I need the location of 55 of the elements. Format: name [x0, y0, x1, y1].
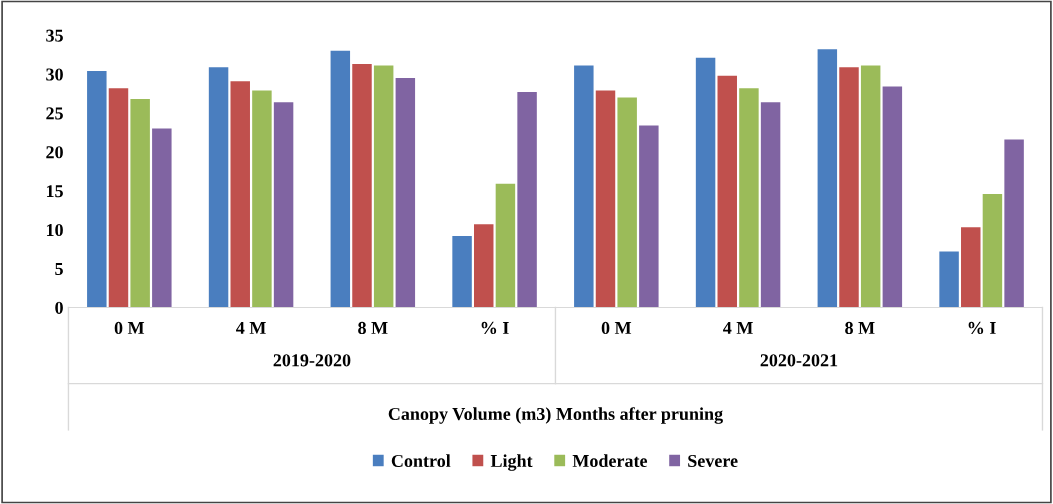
bar — [717, 75, 737, 308]
bar — [230, 81, 250, 308]
bar — [839, 67, 859, 308]
bar — [882, 86, 903, 308]
bar — [760, 102, 781, 308]
bar — [961, 227, 981, 308]
x-tick-label: 8 M — [845, 321, 875, 335]
y-tick-label: 0 — [55, 301, 63, 314]
bar — [208, 67, 229, 308]
bar — [939, 251, 959, 308]
bar — [817, 49, 838, 308]
y-tick-label: 30 — [46, 68, 63, 81]
x-tick-label: 4 M — [236, 321, 266, 334]
y-tick-label: 25 — [46, 107, 63, 120]
x-tick-label: 4 M — [723, 321, 753, 334]
bar — [574, 65, 594, 308]
bar — [474, 224, 494, 308]
legend-label: Control — [391, 454, 451, 468]
y-tick-label: 35 — [46, 29, 63, 42]
x-tick-label: 0 M — [114, 321, 145, 335]
x-axis-title: Canopy Volume (m3) Months after pruning — [388, 407, 723, 424]
bar — [695, 57, 716, 308]
bar — [617, 97, 637, 308]
legend-label: Moderate — [572, 454, 648, 468]
text: 2019-2020 — [273, 354, 351, 367]
bar — [860, 65, 881, 308]
bar — [595, 90, 616, 308]
bar — [1004, 139, 1024, 308]
bar — [452, 235, 472, 308]
y-tick-label: 15 — [46, 185, 63, 198]
bar — [252, 90, 272, 308]
x-tick-label: 0 M — [601, 321, 632, 335]
bar — [130, 99, 150, 308]
bar — [373, 65, 394, 308]
x-tick-label: % I — [968, 321, 996, 335]
bar — [352, 64, 372, 308]
y-tick-label: 5 — [55, 263, 63, 275]
y-tick-label: 10 — [46, 223, 63, 237]
bar — [152, 128, 172, 308]
bar — [517, 92, 537, 308]
bar — [982, 193, 1003, 308]
bar — [87, 71, 107, 308]
bar — [495, 183, 516, 308]
bar — [330, 50, 351, 308]
bar — [639, 125, 659, 308]
x-tick-label: % I — [481, 321, 509, 335]
bar — [108, 88, 129, 308]
text: 2020-2021 — [760, 354, 838, 367]
x-tick-label: 8 M — [358, 321, 388, 335]
y-tick-label: 20 — [46, 146, 63, 159]
bar — [739, 88, 759, 308]
legend-label: Severe — [688, 454, 738, 468]
legend-label: Light — [490, 454, 533, 471]
bar — [273, 102, 294, 308]
bar — [395, 78, 416, 308]
